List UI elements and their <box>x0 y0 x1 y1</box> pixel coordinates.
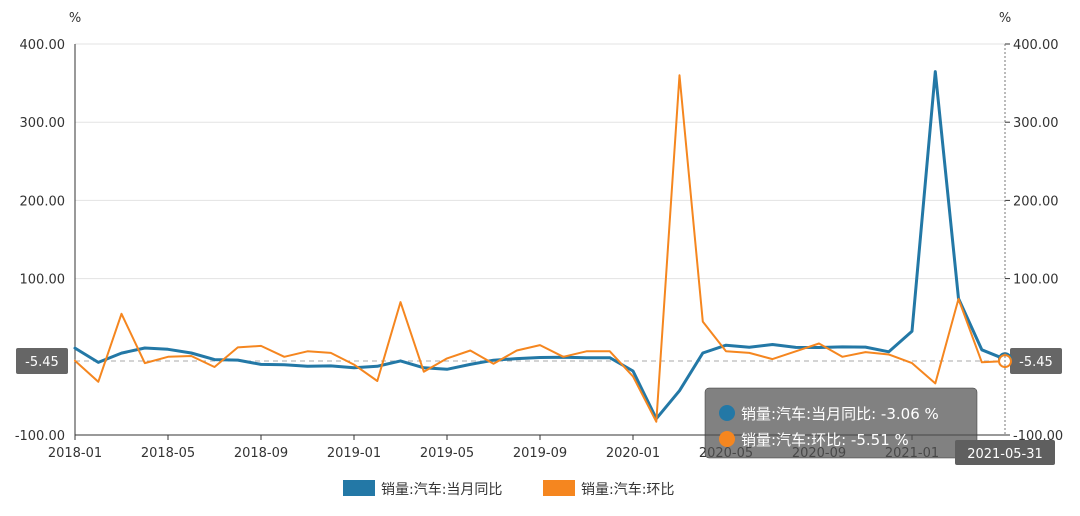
x-tick-label: 2018-05 <box>141 446 195 461</box>
y-tick-label-left: -100.00 <box>15 429 65 444</box>
x-tick-label: 2019-05 <box>420 446 474 461</box>
x-tick-label: 2019-01 <box>327 446 381 461</box>
y-tick-label-left: 400.00 <box>20 38 66 53</box>
series-lines <box>75 72 1011 422</box>
reference-label-right: -5.45 <box>1019 355 1053 370</box>
tooltip-row-text: 销量:汽车:环比: -5.51 % <box>741 431 909 449</box>
legend-label[interactable]: 销量:汽车:环比 <box>581 481 674 498</box>
tooltip-marker <box>719 431 735 447</box>
reference-label-left: -5.45 <box>25 355 59 370</box>
legend-swatch[interactable] <box>543 480 575 496</box>
grid-lines <box>75 44 1005 279</box>
tooltip-row-text: 销量:汽车:当月同比: -3.06 % <box>741 405 939 423</box>
x-tick-label: 2018-01 <box>48 446 102 461</box>
y-tick-label-left: 200.00 <box>20 194 66 209</box>
date-flag-label: 2021-05-31 <box>967 447 1043 462</box>
y-tick-label-right: 200.00 <box>1013 194 1059 209</box>
y-tick-label-right: 300.00 <box>1013 116 1059 131</box>
x-tick-label: 2020-01 <box>606 446 660 461</box>
y-tick-label-right: 400.00 <box>1013 38 1059 53</box>
tooltip: 销量:汽车:当月同比: -3.06 % 销量:汽车:环比: -5.51 % 2021… <box>705 44 1055 465</box>
series-line-mom <box>75 75 1005 421</box>
y-tick-label-right: 100.00 <box>1013 273 1059 288</box>
legend[interactable]: 销量:汽车:当月同比 销量:汽车:环比 <box>343 480 674 498</box>
y-axis-unit-left: % <box>69 11 81 26</box>
y-tick-label-left: 300.00 <box>20 116 66 131</box>
legend-label[interactable]: 销量:汽车:当月同比 <box>381 481 502 498</box>
legend-swatch[interactable] <box>343 480 375 496</box>
y-axis-unit-right: % <box>999 11 1011 26</box>
tooltip-marker <box>719 405 735 421</box>
y-tick-label-left: 100.00 <box>20 273 66 288</box>
x-tick-label: 2018-09 <box>234 446 288 461</box>
x-tick-label: 2019-09 <box>513 446 567 461</box>
